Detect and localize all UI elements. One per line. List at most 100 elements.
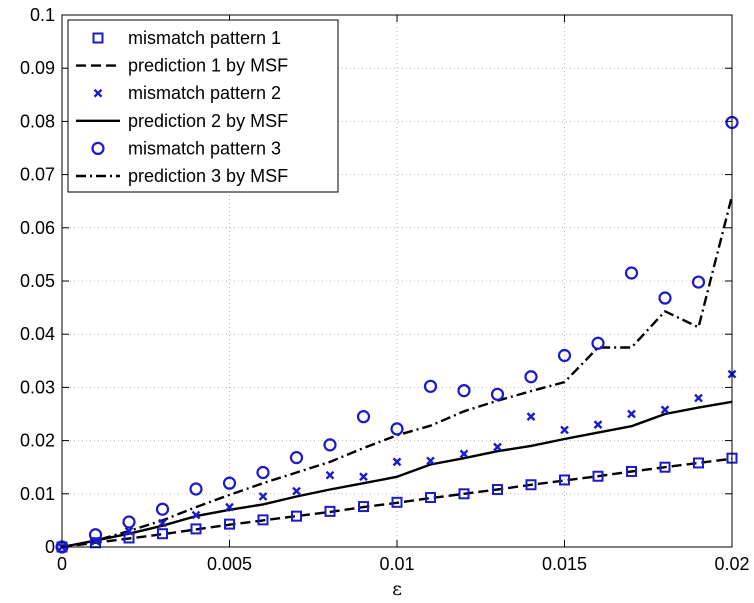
- data-point: [458, 488, 470, 500]
- y-tick-label: 0.05: [20, 271, 55, 291]
- data-point: [493, 442, 502, 452]
- data-point: [694, 393, 703, 403]
- legend: mismatch pattern 1 prediction 1 by MSF mis…: [67, 19, 339, 193]
- data-point: [155, 502, 170, 516]
- data-point: [323, 438, 337, 452]
- data-point: [693, 457, 704, 469]
- legend-label: mismatch pattern 3: [128, 138, 281, 158]
- data-point: [626, 465, 637, 477]
- x-marker-stroke: [124, 526, 134, 536]
- x-marker-stroke: [459, 449, 469, 459]
- axis-ticks: 0 0.005 0.01 0.015 0.02 0 0.01 0.02 0.03 0.04 0.05…: [20, 5, 750, 574]
- x-marker-stroke: [526, 412, 536, 422]
- data-point: [592, 470, 604, 482]
- x-marker-stroke: [593, 420, 603, 429]
- data-point: [325, 470, 335, 480]
- data-point: [122, 515, 136, 529]
- data-point: [190, 523, 202, 535]
- data-point: [157, 528, 168, 540]
- x-marker-stroke: [325, 470, 335, 480]
- x-marker-stroke: [426, 456, 435, 466]
- x-marker-stroke: [694, 393, 703, 403]
- data-point: [189, 482, 203, 496]
- legend-label: prediction 2 by MSF: [128, 111, 288, 131]
- x-tick-label: 0.005: [207, 554, 252, 574]
- x-tick-label: 0: [57, 554, 67, 574]
- data-point: [691, 275, 706, 289]
- data-point: [524, 370, 538, 384]
- data-point: [559, 474, 570, 486]
- y-tick-label: 0.03: [20, 377, 55, 397]
- x-axis-label: ε: [392, 578, 402, 600]
- legend-label: mismatch pattern 2: [128, 83, 281, 103]
- data-point: [191, 510, 201, 520]
- data-point: [591, 336, 605, 350]
- data-point: [356, 410, 371, 424]
- data-point: [158, 518, 167, 528]
- x-marker-stroke: [392, 457, 402, 467]
- legend-marker-sample: [91, 141, 105, 155]
- data-point: [624, 266, 639, 280]
- data-point: [358, 501, 369, 513]
- y-tick-label: 0.09: [20, 58, 55, 78]
- legend-label: prediction 3 by MSF: [128, 166, 288, 186]
- x-marker-stroke: [627, 409, 636, 419]
- data-point: [289, 451, 304, 465]
- y-tick-label: 0.01: [20, 484, 55, 504]
- data-point: [526, 412, 536, 422]
- y-tick-label: 0: [45, 537, 55, 557]
- y-tick-label: 0.06: [20, 218, 55, 238]
- y-tick-label: 0.1: [30, 5, 55, 25]
- x-marker-stroke: [292, 486, 301, 496]
- data-point: [525, 479, 537, 491]
- x-marker-stroke: [660, 405, 670, 415]
- data-point: [224, 518, 235, 530]
- x-tick-label: 0.01: [379, 554, 414, 574]
- data-point: [257, 514, 269, 526]
- x-tick-label: 0.02: [714, 554, 749, 574]
- data-point: [88, 528, 103, 542]
- x-marker-stroke: [158, 518, 167, 528]
- legend-box: [67, 19, 339, 193]
- series-line-2: [61, 457, 733, 549]
- legend-label: mismatch pattern 1: [128, 28, 281, 48]
- data-point: [457, 383, 471, 398]
- data-point: [557, 348, 572, 363]
- data-point: [391, 496, 403, 508]
- data-point: [560, 425, 569, 435]
- data-point: [660, 405, 670, 415]
- data-point: [292, 486, 301, 496]
- series-layer: [55, 115, 739, 554]
- data-point: [222, 476, 237, 490]
- data-point: [627, 409, 636, 419]
- x-marker-stroke: [191, 510, 201, 520]
- data-point: [256, 465, 270, 480]
- y-tick-label: 0.04: [20, 324, 55, 344]
- x-marker-stroke: [493, 442, 502, 452]
- x-marker-stroke: [359, 472, 368, 482]
- data-point: [426, 456, 435, 466]
- x-marker-stroke: [258, 492, 268, 501]
- data-point: [359, 472, 368, 482]
- series-line-6: [61, 195, 734, 549]
- data-point: [490, 387, 505, 401]
- legend-label: prediction 1 by MSF: [128, 56, 288, 76]
- data-point: [392, 457, 402, 467]
- data-point: [225, 502, 234, 512]
- y-tick-label: 0.08: [20, 111, 55, 131]
- y-tick-label: 0.07: [20, 165, 55, 185]
- x-marker-stroke: [560, 425, 569, 435]
- x-marker-stroke: [93, 88, 103, 98]
- data-point: [123, 532, 135, 544]
- data-point: [425, 492, 436, 504]
- series-line-4: [61, 400, 733, 549]
- x-tick-label: 0.015: [542, 554, 587, 574]
- x-marker-stroke: [225, 502, 234, 512]
- data-point: [423, 379, 438, 393]
- y-tick-label: 0.02: [20, 431, 55, 451]
- data-point: [492, 484, 503, 496]
- data-point: [124, 526, 134, 536]
- data-point: [659, 461, 671, 473]
- data-point: [390, 422, 404, 436]
